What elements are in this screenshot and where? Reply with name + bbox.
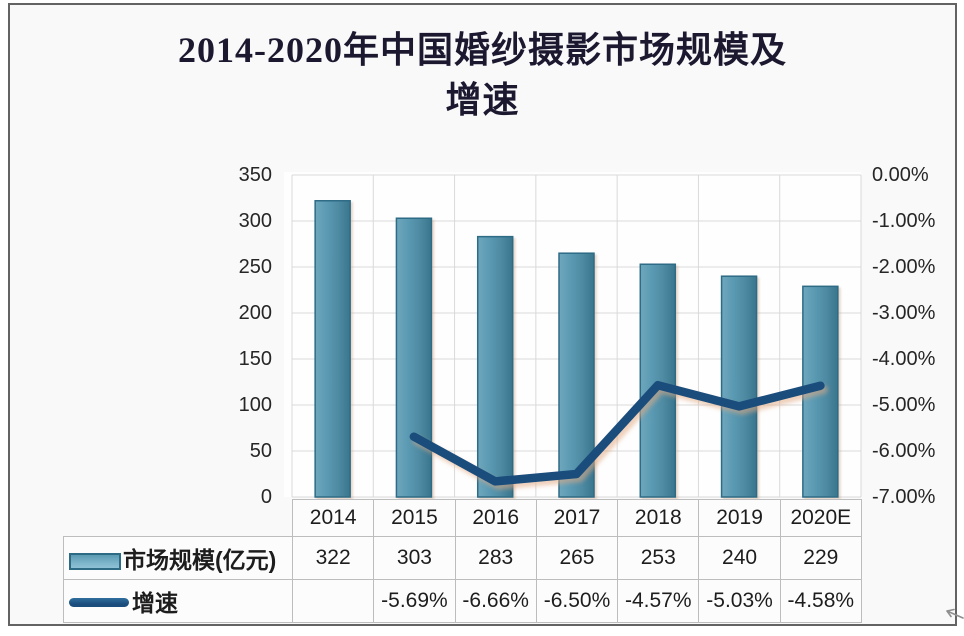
market-size-cell: 229 [779,536,862,580]
market-size-bars [314,200,839,498]
left-axis-tick: 100 [238,394,272,416]
data-table: 2014 2015 2016 2017 2018 2019 2020E 市场规模(亿元) 322… [63,499,862,623]
left-axis-tick: 350 [238,164,272,186]
market-size-cell: 265 [535,536,619,580]
market-size-cell: 240 [698,536,781,580]
right-axis-tick: -6.00% [872,440,936,462]
chart-title-line1: 2014-2020年中国婚纱摄影市场规模及 [178,30,787,70]
market-size-cell: 283 [454,536,537,580]
table-corner-blank [64,500,293,537]
right-axis-tick: 0.00% [872,164,929,186]
growth-cell: -4.58% [779,579,862,623]
market-size-cell: 322 [291,536,375,580]
year-header-cell: 2017 [535,499,619,537]
growth-cell [291,579,375,623]
year-header-cell: 2018 [617,499,700,537]
year-header-cell: 2016 [454,499,537,537]
left-axis-tick: 250 [238,256,272,278]
right-axis-tick: -1.00% [872,210,936,232]
year-header-cell: 2015 [373,499,456,537]
growth-line-swatch-icon [69,598,129,607]
growth-line-path [409,380,825,486]
legend-growth: 增速 [63,579,293,623]
bar-2018 [639,263,677,498]
bar-2015 [395,217,433,498]
left-axis-tick: 0 [260,486,272,508]
chart-title-line2: 增速 [445,80,520,120]
right-axis-tick: -7.00% [872,486,936,508]
growth-cell: -5.03% [698,579,781,623]
right-axis-tick: -5.00% [872,394,936,416]
left-axis-tick: 200 [238,302,272,324]
right-axis-tick: -3.00% [872,302,936,324]
cursor-arrow-icon [946,608,964,619]
legend-market-size: 市场规模(亿元) [63,536,293,580]
year-header-cell: 2020E [779,499,862,537]
growth-cell: -5.69% [373,579,456,623]
bar-2016 [476,235,514,498]
right-axis-tick: -4.00% [872,348,936,370]
growth-cell: -4.57% [617,579,700,623]
growth-cell: -6.66% [454,579,537,623]
growth-rate-line [409,380,825,486]
market-size-swatch-icon [69,553,121,570]
left-axis-tick: 300 [238,210,272,232]
left-axis-tick: 50 [249,440,272,462]
left-axis-tick: 150 [238,348,272,370]
chart-title: 2014-2020年中国婚纱摄影市场规模及 增速 [10,25,955,125]
bar-2014 [314,200,351,498]
year-header-cell: 2019 [698,499,781,537]
market-size-cell: 253 [617,536,700,580]
plot-area [291,174,862,498]
market-size-cell: 303 [373,536,456,580]
growth-cell: -6.50% [535,579,619,623]
chart-frame: 2014-2020年中国婚纱摄影市场规模及 增速 350 300 250 200 150… [8,3,957,626]
year-header-cell: 2014 [291,499,375,537]
bar-2019 [720,275,758,498]
right-axis-tick: -2.00% [872,256,936,278]
